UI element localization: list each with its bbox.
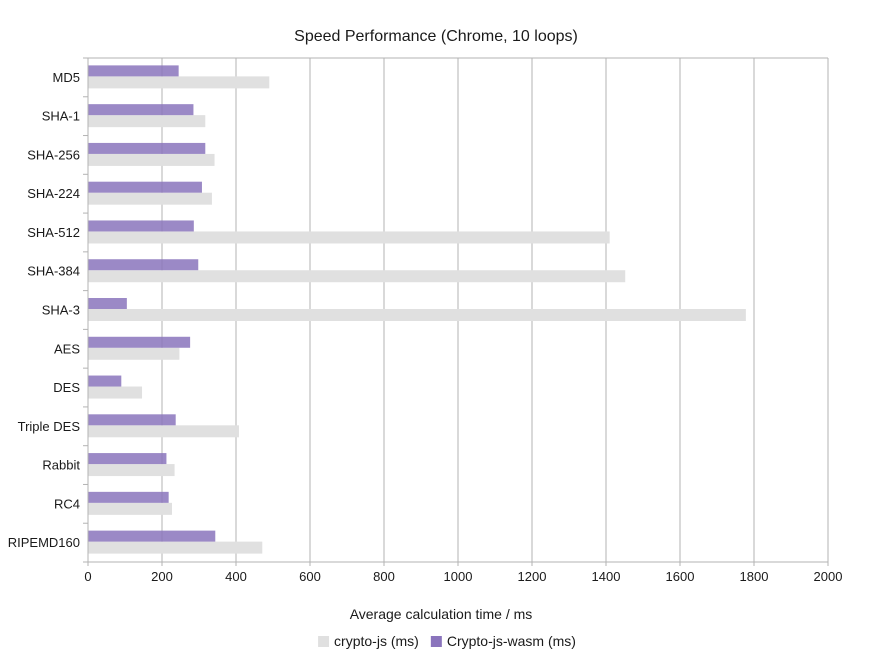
bar-crypto-js-ms--rc4 xyxy=(88,502,172,515)
bar-crypto-js-ms--md5 xyxy=(88,76,270,89)
bar-crypto-js-wasm-ms--des xyxy=(88,375,122,387)
bar-crypto-js-ms--aes xyxy=(88,347,180,360)
category-label-des: DES xyxy=(53,380,80,395)
bar-crypto-js-wasm-ms--triple-des xyxy=(88,414,176,426)
x-tick-label-400: 400 xyxy=(225,569,247,584)
bar-crypto-js-ms--sha-512 xyxy=(88,231,610,244)
bar-crypto-js-ms--des xyxy=(88,386,143,399)
x-tick-label-200: 200 xyxy=(151,569,173,584)
bar-crypto-js-ms--sha-224 xyxy=(88,192,212,205)
x-tick-label-2000: 2000 xyxy=(814,569,843,584)
x-tick-label-1000: 1000 xyxy=(444,569,473,584)
category-label-aes: AES xyxy=(54,341,80,356)
bar-crypto-js-wasm-ms--md5 xyxy=(88,65,179,77)
legend-item-crypto-js-wasm-ms-: Crypto-js-wasm (ms) xyxy=(430,633,576,649)
legend-label-crypto-js-ms-: crypto-js (ms) xyxy=(334,633,419,649)
legend-swatch-crypto-js-ms- xyxy=(318,636,330,647)
x-tick-label-1800: 1800 xyxy=(740,569,769,584)
legend-label-crypto-js-wasm-ms-: Crypto-js-wasm (ms) xyxy=(447,633,576,649)
legend-item-crypto-js-ms-: crypto-js (ms) xyxy=(318,633,419,649)
x-tick-label-0: 0 xyxy=(84,569,91,584)
category-label-md5: MD5 xyxy=(53,70,80,85)
bar-crypto-js-wasm-ms--rc4 xyxy=(88,491,169,503)
x-tick-label-1200: 1200 xyxy=(518,569,547,584)
bar-crypto-js-wasm-ms--ripemd160 xyxy=(88,530,216,542)
bar-crypto-js-wasm-ms--sha-224 xyxy=(88,181,202,193)
bar-crypto-js-ms--sha-3 xyxy=(88,309,746,321)
bar-crypto-js-wasm-ms--sha-1 xyxy=(88,104,194,116)
bar-crypto-js-ms--ripemd160 xyxy=(88,541,263,554)
bar-crypto-js-ms--triple-des xyxy=(88,425,239,438)
x-tick-label-1600: 1600 xyxy=(666,569,695,584)
legend: crypto-js (ms) Crypto-js-wasm (ms) xyxy=(318,633,576,649)
legend-swatch-crypto-js-wasm-ms- xyxy=(430,636,442,647)
category-label-sha-512: SHA-512 xyxy=(27,225,80,240)
category-label-sha-3: SHA-3 xyxy=(42,303,80,318)
x-tick-label-800: 800 xyxy=(373,569,395,584)
bars-layer xyxy=(88,65,746,554)
category-label-sha-384: SHA-384 xyxy=(27,264,80,279)
bar-crypto-js-ms--sha-1 xyxy=(88,115,206,128)
chart-title: Speed Performance (Chrome, 10 loops) xyxy=(294,28,578,45)
category-label-triple-des: Triple DES xyxy=(18,419,81,434)
axes-layer xyxy=(83,57,829,566)
x-tick-label-600: 600 xyxy=(299,569,321,584)
bar-crypto-js-ms--rabbit xyxy=(88,464,175,477)
bar-crypto-js-ms--sha-256 xyxy=(88,153,215,166)
bar-crypto-js-wasm-ms--sha-512 xyxy=(88,220,194,232)
labels-layer: 0 200 400 600 800 1000 1200 1400 1600 1800 2000 MD5… xyxy=(8,70,843,584)
category-label-sha-256: SHA-256 xyxy=(27,147,80,162)
x-axis-title: Average calculation time / ms xyxy=(350,606,533,622)
bar-crypto-js-wasm-ms--aes xyxy=(88,336,191,348)
bar-crypto-js-wasm-ms--rabbit xyxy=(88,453,167,465)
category-label-sha-224: SHA-224 xyxy=(27,186,80,201)
bar-crypto-js-wasm-ms--sha-256 xyxy=(88,142,206,154)
category-label-sha-1: SHA-1 xyxy=(42,109,80,124)
bar-crypto-js-ms--sha-384 xyxy=(88,270,626,283)
bar-crypto-js-wasm-ms--sha-3 xyxy=(88,298,127,309)
bar-crypto-js-wasm-ms--sha-384 xyxy=(88,259,199,271)
category-label-rabbit: Rabbit xyxy=(42,458,80,473)
x-tick-label-1400: 1400 xyxy=(592,569,621,584)
category-label-ripemd160: RIPEMD160 xyxy=(8,535,80,550)
category-label-rc4: RC4 xyxy=(54,496,80,511)
